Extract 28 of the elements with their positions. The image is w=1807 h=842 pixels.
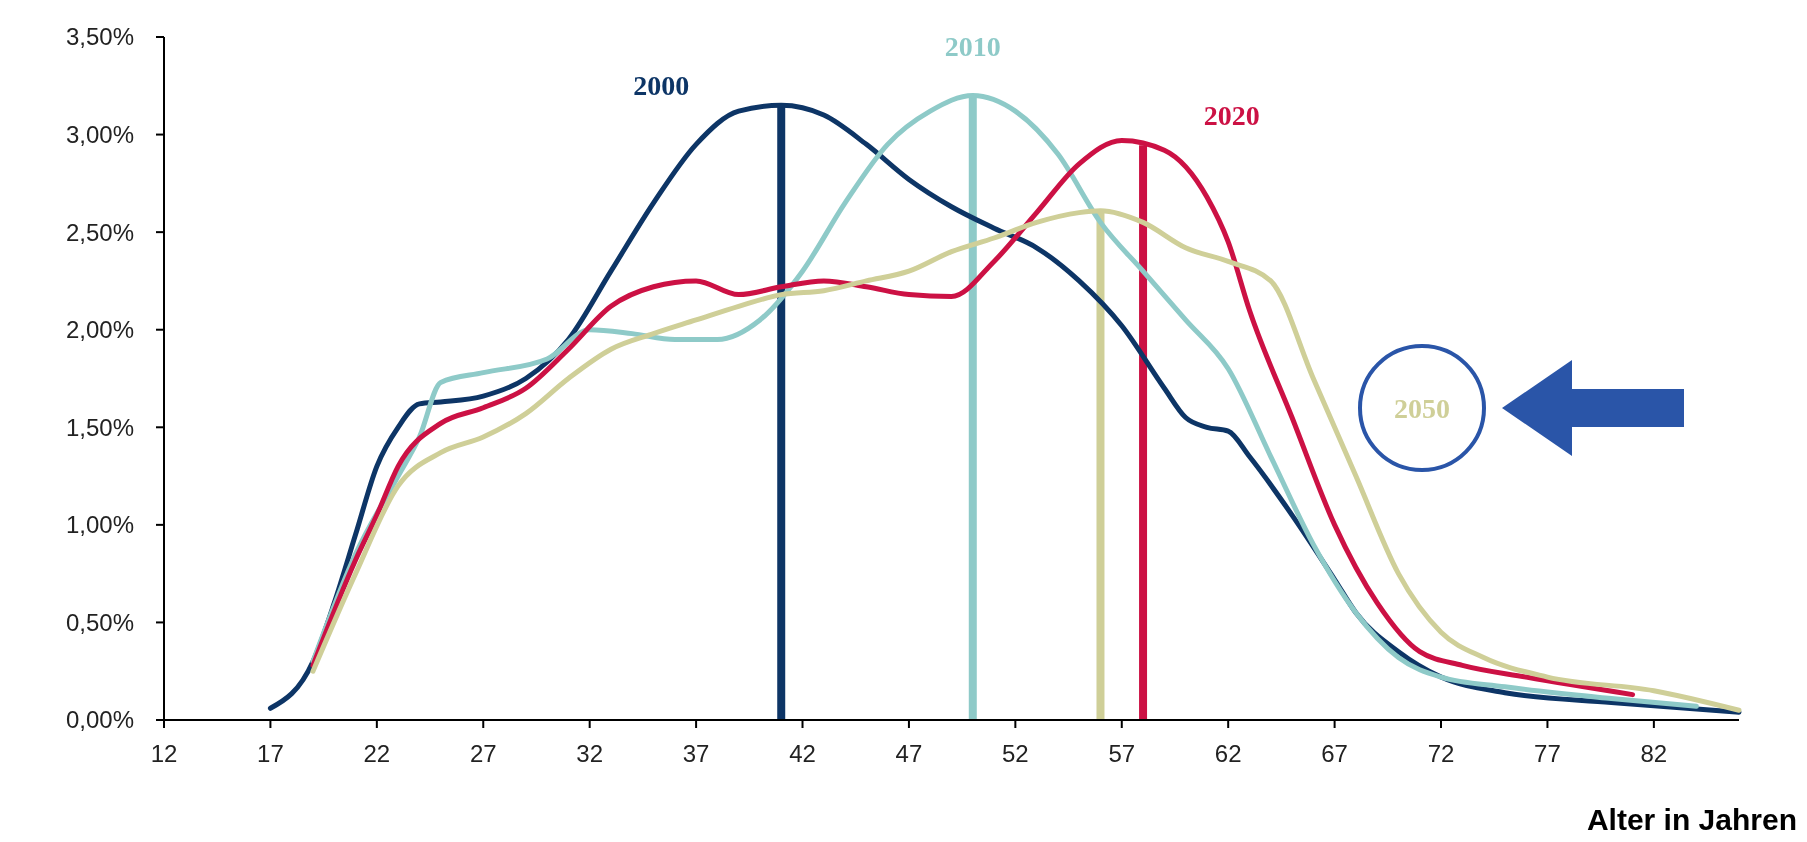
series-label: 2010 [944,30,1001,62]
y-tick-label: 3,00% [65,120,134,148]
x-tick-label: 12 [150,740,178,767]
x-tick-label: 52 [1002,740,1029,767]
x-tick-label: 37 [682,740,710,767]
x-tick-label: 27 [469,740,497,767]
x-tick-label: 82 [1640,740,1668,767]
x-tick-label: 62 [1214,740,1242,767]
x-tick-label: 32 [576,740,604,767]
x-tick-label: 42 [789,740,816,767]
x-tick-label: 72 [1427,740,1455,767]
y-tick-label: 1,00% [65,511,134,539]
y-tick-label: 3,50% [65,23,134,51]
x-axis-title: Alter in Jahren [1586,803,1797,836]
y-tick-label: 2,50% [65,218,134,246]
y-tick-label: 1,50% [65,413,134,441]
series-label: 2020 [1203,100,1260,132]
x-tick-label: 67 [1321,740,1348,767]
series-label: 2000 [633,70,690,102]
y-tick-label: 2,00% [65,316,134,344]
y-tick-label: 0,00% [65,706,134,734]
x-tick-label: 57 [1108,740,1136,767]
x-tick-label: 22 [363,740,391,767]
y-tick-label: 0,50% [65,608,134,636]
x-tick-label: 77 [1534,740,1561,767]
series-label: 2050 [1394,392,1450,424]
x-tick-label: 17 [257,740,284,767]
x-tick-label: 47 [895,740,923,767]
